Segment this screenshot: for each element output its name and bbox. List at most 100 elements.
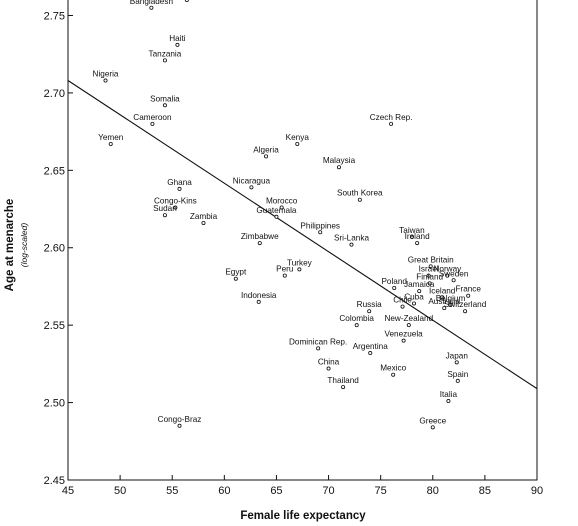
data-point xyxy=(318,230,323,235)
data-point xyxy=(274,214,279,219)
data-point xyxy=(201,220,206,225)
data-point xyxy=(428,264,433,269)
point-label: Italia xyxy=(440,390,458,399)
data-point xyxy=(354,323,359,328)
data-point xyxy=(184,0,189,2)
regression-line xyxy=(67,80,538,390)
regression-layer xyxy=(67,80,538,390)
x-tick-label: 80 xyxy=(427,485,439,497)
point-label: Finland xyxy=(416,272,443,281)
data-point xyxy=(173,205,178,210)
point-labels-layer: Papua New-GuineaBangladeshHaitiTanzaniaN… xyxy=(93,0,487,425)
point-label: Morocco xyxy=(266,196,298,205)
point-label: Greece xyxy=(419,416,446,425)
point-label: Yemen xyxy=(98,133,124,142)
data-point xyxy=(162,213,167,218)
data-point xyxy=(442,306,447,311)
point-label: Algeria xyxy=(253,145,279,154)
point-label: Zambia xyxy=(190,212,218,221)
data-point xyxy=(455,378,460,383)
y-axis-subtitle: (log-scaled) xyxy=(19,223,29,268)
data-point xyxy=(400,304,405,309)
point-label: Taiwan xyxy=(399,226,425,235)
data-point xyxy=(427,281,432,286)
point-label: Indonesia xyxy=(241,291,277,300)
x-axis: 45 50 55 60 65 70 75 80 85 90 xyxy=(62,475,543,497)
data-point xyxy=(316,346,321,351)
point-label: Chile xyxy=(393,296,412,305)
point-label: Mexico xyxy=(380,364,406,373)
data-point xyxy=(257,241,262,246)
point-label: Ghana xyxy=(167,178,192,187)
point-label: Great Britain xyxy=(408,255,454,264)
x-tick-label: 75 xyxy=(375,485,387,497)
point-label: Bangladesh xyxy=(130,0,174,6)
y-tick-label: 2.65 xyxy=(44,165,65,177)
data-point xyxy=(150,121,155,126)
point-label: Belgium xyxy=(436,294,466,303)
data-point xyxy=(406,323,411,328)
data-point xyxy=(149,5,154,10)
data-point xyxy=(451,278,456,283)
point-label: Jamaica xyxy=(404,280,435,289)
point-label: Congo-Kins xyxy=(154,196,197,205)
x-axis-title: Female life expectancy xyxy=(240,510,366,522)
data-point xyxy=(249,185,254,190)
point-label: Kenya xyxy=(286,133,310,142)
x-tick-label: 60 xyxy=(218,485,230,497)
point-label: Peru xyxy=(276,265,294,274)
point-label: South Korea xyxy=(337,189,383,198)
data-point xyxy=(282,273,287,278)
data-point xyxy=(430,425,435,430)
point-label: Ireland xyxy=(405,232,430,241)
data-point xyxy=(177,423,182,428)
data-point xyxy=(279,205,284,210)
data-point xyxy=(357,197,362,202)
x-tick-label: 50 xyxy=(114,485,126,497)
x-tick-label: 45 xyxy=(62,485,74,497)
x-tick-label: 85 xyxy=(479,485,491,497)
point-label: Congo-Braz xyxy=(158,415,202,424)
point-label: Sudan xyxy=(153,204,177,213)
point-label: Iceland xyxy=(429,286,456,295)
data-point xyxy=(412,301,417,306)
data-point xyxy=(440,295,445,300)
point-label: Malaysia xyxy=(323,156,356,165)
data-point xyxy=(446,399,451,404)
y-tick-label: 2.50 xyxy=(44,398,65,410)
data-point xyxy=(103,78,108,83)
point-label: Cuba xyxy=(404,292,424,301)
point-label: Russia xyxy=(357,300,382,309)
y-tick-label: 2.60 xyxy=(44,243,65,255)
point-label: Argentina xyxy=(353,342,388,351)
point-label: Philippines xyxy=(300,221,340,230)
points-layer xyxy=(103,0,471,430)
data-point xyxy=(177,186,182,191)
point-label: Switzerland xyxy=(444,300,487,309)
point-label: Thailand xyxy=(327,376,359,385)
point-label: Zimbabwe xyxy=(241,232,279,241)
point-label: France xyxy=(455,285,481,294)
y-tick-label: 2.55 xyxy=(44,320,65,332)
data-point xyxy=(417,289,422,294)
data-point xyxy=(463,309,468,314)
point-label: New-Zealand xyxy=(384,314,433,323)
data-point xyxy=(108,141,113,146)
point-label: Japan xyxy=(446,351,469,360)
point-label: Nicaragua xyxy=(233,176,271,185)
plot-frame xyxy=(67,0,538,481)
point-label: Haiti xyxy=(169,34,186,43)
y-axis-title: Age at menarche xyxy=(4,199,16,292)
data-point xyxy=(256,299,261,304)
x-tick-label: 90 xyxy=(531,485,543,497)
x-tick-label: 70 xyxy=(322,485,334,497)
x-tick-label: 65 xyxy=(270,485,282,497)
point-label: Israel xyxy=(419,265,439,274)
x-tick-label: 55 xyxy=(166,485,178,497)
point-label: Nigeria xyxy=(93,70,119,79)
data-point xyxy=(391,372,396,377)
point-label: Czech Rep. xyxy=(370,113,413,122)
data-point xyxy=(233,276,238,281)
data-point xyxy=(445,273,450,278)
